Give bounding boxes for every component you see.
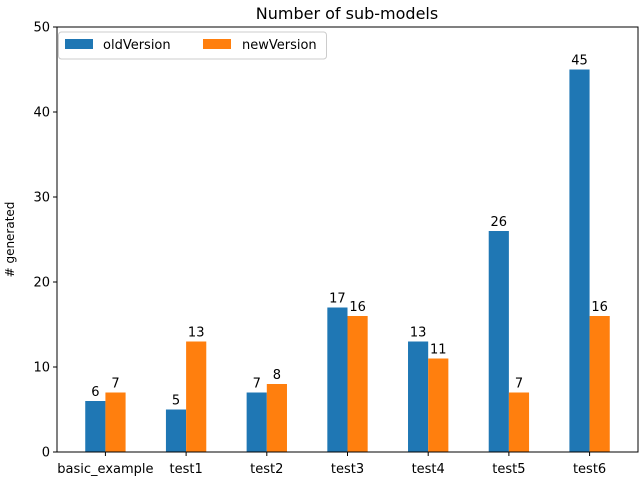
bar-label-oldVersion-test3: 17 (329, 292, 346, 307)
bar-label-newVersion-test6: 16 (591, 300, 608, 315)
bar-labels-layer: 6 5 7 17 13 26 45 7 13 8 16 11 7 16 (91, 54, 608, 409)
y-tick-label: 30 (33, 191, 50, 206)
y-tick-label: 50 (33, 21, 50, 36)
x-tick-label: basic_example (57, 462, 153, 477)
legend-swatch-oldVersion (65, 39, 93, 49)
x-tick-label: test4 (412, 462, 445, 477)
legend-label-oldVersion: oldVersion (103, 38, 171, 53)
bar-label-newVersion-test2: 8 (273, 368, 281, 383)
y-tick-label: 20 (33, 276, 50, 291)
bar-oldVersion-test1 (165, 409, 187, 452)
chart-title: Number of sub-models (256, 4, 438, 23)
bar-oldVersion-test2 (246, 392, 267, 452)
y-tick-label: 10 (33, 361, 50, 376)
y-tick-label: 0 (42, 446, 50, 461)
bar-newVersion-test2 (266, 384, 287, 452)
y-axis: 0 10 20 30 40 50 (33, 21, 57, 461)
bar-label-newVersion-test4: 11 (430, 343, 447, 358)
y-tick-label: 40 (33, 106, 50, 121)
y-axis-label: # generated (3, 202, 17, 278)
bar-oldVersion-test4 (408, 341, 429, 452)
bar-label-newVersion-basic_example: 7 (111, 377, 119, 392)
bar-label-oldVersion-test1: 5 (172, 394, 180, 409)
legend-frame (58, 31, 327, 60)
legend: oldVersion newVersion (58, 31, 327, 60)
x-tick-label: test3 (331, 462, 364, 477)
bar-newVersion-test3 (347, 316, 368, 452)
x-tick-label: test6 (573, 462, 606, 477)
legend-label-newVersion: newVersion (242, 38, 317, 53)
bar-newVersion-test6 (589, 316, 610, 452)
bar-newVersion-test4 (428, 358, 449, 452)
bar-newVersion-basic_example (105, 392, 126, 452)
x-axis: basic_example test1 test2 test3 test4 test5 te… (57, 452, 606, 477)
bar-label-oldVersion-test5: 26 (491, 215, 508, 230)
bar-label-oldVersion-test2: 7 (253, 377, 261, 392)
bar-newVersion-test1 (186, 341, 207, 452)
bar-label-oldVersion-basic_example: 6 (91, 385, 99, 400)
bar-label-newVersion-test1: 13 (188, 326, 205, 341)
bar-oldVersion-test3 (327, 307, 348, 452)
bars-layer (85, 69, 610, 452)
bar-oldVersion-test6 (569, 69, 590, 452)
bar-label-oldVersion-test4: 13 (410, 326, 427, 341)
bar-oldVersion-basic_example (85, 401, 106, 452)
x-tick-label: test2 (250, 462, 283, 477)
x-tick-label: test5 (492, 462, 525, 477)
bar-label-newVersion-test5: 7 (515, 377, 523, 392)
bar-oldVersion-test5 (488, 231, 509, 452)
legend-swatch-newVersion (203, 39, 231, 49)
bar-label-oldVersion-test6: 45 (571, 54, 588, 69)
x-tick-label: test1 (169, 462, 202, 477)
bar-newVersion-test5 (508, 392, 530, 452)
bar-label-newVersion-test3: 16 (349, 300, 366, 315)
